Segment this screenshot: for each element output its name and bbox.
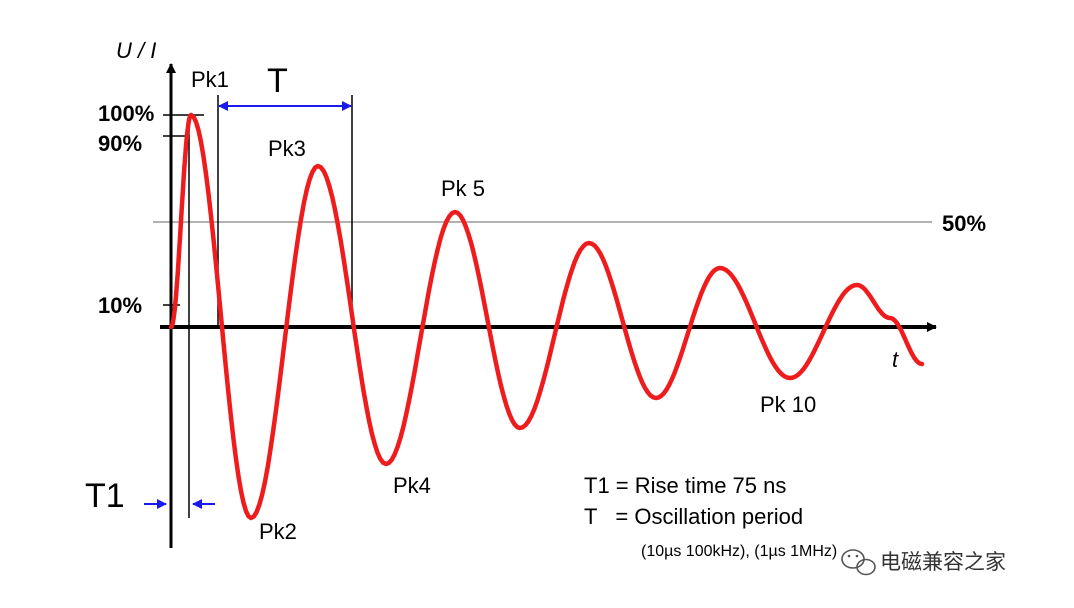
legend-frequencies: (10µs 100kHz), (1µs 1MHz) <box>641 543 837 560</box>
peak-4-label: Pk4 <box>393 473 431 498</box>
rise-time-label: T1 <box>85 477 125 515</box>
legend-rise-time: T1 = Rise time 75 ns <box>584 473 786 498</box>
level-10-label: 10% <box>98 293 142 318</box>
peak-3-label: Pk3 <box>268 136 306 161</box>
wechat-watermark: 电磁兼容之家 <box>841 549 1006 576</box>
watermark-text: 电磁兼容之家 <box>880 551 1006 574</box>
peak-1-label: Pk1 <box>191 67 229 92</box>
level-50-label: 50% <box>942 211 986 236</box>
peak-2-label: Pk2 <box>259 519 297 544</box>
level-100-label: 100% <box>98 101 154 126</box>
peak-5-label: Pk 5 <box>441 176 485 201</box>
ring-waveform <box>168 112 925 521</box>
wechat-icon <box>841 549 876 576</box>
period-label: T <box>267 62 288 100</box>
legend-period: T = Oscillation period <box>584 504 803 529</box>
y-axis-label: U / I <box>116 38 156 63</box>
peak-10-label: Pk 10 <box>760 392 816 417</box>
x-axis-label: t <box>892 347 899 372</box>
level-90-label: 90% <box>98 131 142 156</box>
